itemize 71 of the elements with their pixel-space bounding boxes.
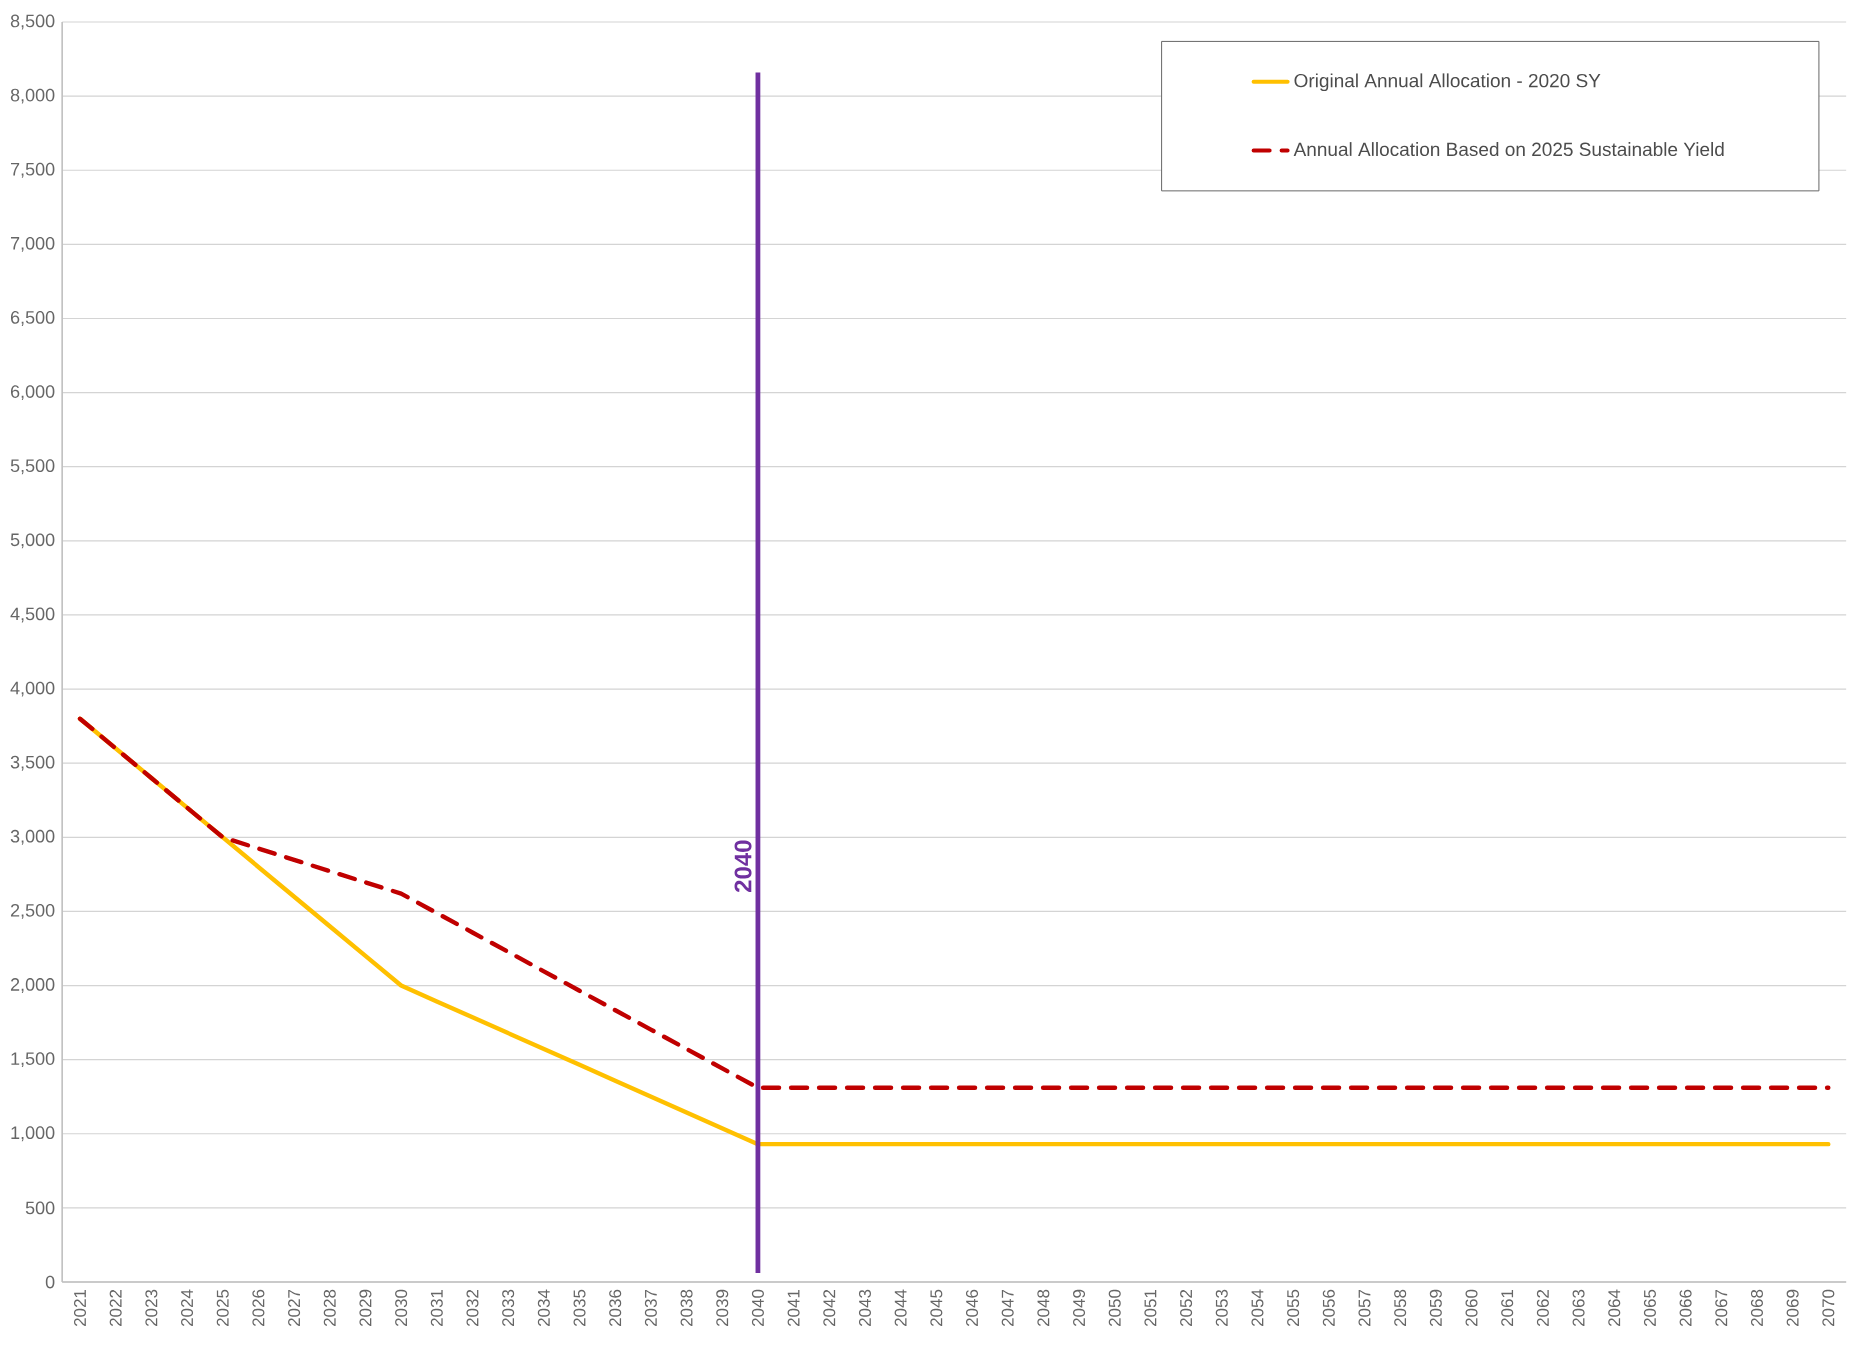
- y-tick-label: 4,500: [10, 607, 55, 623]
- x-tick-label: 2063: [1572, 1289, 1585, 1327]
- x-tick-label: 2038: [680, 1289, 693, 1327]
- x-tick-label: 2040: [751, 1289, 764, 1327]
- x-tick-label: 2069: [1786, 1289, 1799, 1327]
- x-tick-label: 2043: [858, 1289, 871, 1327]
- x-tick-label: 2066: [1679, 1289, 1692, 1327]
- y-tick-label: 1,500: [11, 1052, 55, 1068]
- x-tick-label: 2045: [930, 1289, 943, 1327]
- x-tick-label: 2053: [1215, 1289, 1228, 1327]
- y-tick-label: 6,000: [10, 385, 55, 401]
- x-tick-label: 2036: [609, 1289, 622, 1327]
- x-tick-label: 2030: [395, 1289, 408, 1327]
- x-tick-label: 2068: [1750, 1289, 1763, 1327]
- y-tick-label: 3,000: [10, 829, 55, 845]
- y-tick-label: 5,500: [10, 459, 55, 475]
- y-tick-label: 8,500: [10, 14, 55, 30]
- x-tick-label: 2059: [1429, 1289, 1442, 1327]
- x-tick-label: 2028: [323, 1289, 336, 1327]
- x-tick-label: 2054: [1251, 1289, 1264, 1327]
- y-tick-label: 4,000: [10, 681, 55, 697]
- x-tick-label: 2032: [466, 1289, 479, 1327]
- x-tick-label: 2022: [109, 1289, 122, 1327]
- x-tick-label: 2067: [1715, 1289, 1728, 1327]
- x-tick-label: 2027: [288, 1289, 301, 1327]
- x-tick-label: 2034: [537, 1289, 550, 1327]
- x-tick-label: 2033: [502, 1289, 515, 1327]
- y-tick-label: 6,500: [10, 311, 55, 326]
- x-tick-label: 2050: [1108, 1289, 1121, 1327]
- x-tick-label: 2025: [216, 1289, 229, 1327]
- x-tick-label: 2041: [787, 1289, 800, 1327]
- x-tick-label: 2055: [1287, 1289, 1300, 1327]
- x-tick-label: 2026: [252, 1289, 265, 1327]
- y-tick-label: 2,000: [10, 978, 55, 993]
- x-tick-label: 2035: [573, 1289, 586, 1327]
- y-tick-label: 500: [25, 1201, 55, 1215]
- x-tick-label: 2037: [644, 1289, 657, 1327]
- x-tick-label: 2023: [145, 1289, 158, 1327]
- legend-label: Original Annual Allocation - 2020 SY: [1294, 73, 1601, 92]
- x-tick-label: 2024: [181, 1289, 194, 1327]
- y-tick-label: 7,500: [11, 162, 55, 178]
- x-tick-label: 2056: [1322, 1289, 1335, 1327]
- x-tick-label: 2021: [73, 1289, 87, 1327]
- x-tick-label: 2049: [1073, 1289, 1086, 1327]
- x-tick-label: 2039: [716, 1289, 729, 1327]
- x-tick-label: 2042: [823, 1289, 836, 1327]
- x-tick-label: 2031: [430, 1289, 443, 1327]
- legend-label: Annual Allocation Based on 2025 Sustainable Yield: [1293, 142, 1724, 157]
- x-tick-label: 2061: [1501, 1289, 1514, 1327]
- x-tick-label: 2051: [1144, 1289, 1157, 1327]
- x-tick-label: 2047: [1001, 1289, 1014, 1327]
- x-tick-label: 2060: [1465, 1289, 1478, 1327]
- y-tick-label: 0: [45, 1275, 55, 1289]
- x-tick-label: 2052: [1180, 1289, 1193, 1327]
- x-tick-label: 2065: [1643, 1289, 1656, 1327]
- y-tick-label: 5,000: [10, 533, 55, 549]
- y-tick-label: 3,500: [10, 755, 55, 771]
- y-tick-label: 1,000: [11, 1126, 55, 1142]
- x-tick-label: 2048: [1037, 1289, 1050, 1327]
- x-tick-label: 2058: [1394, 1289, 1407, 1327]
- y-tick-label: 7,000: [11, 236, 55, 252]
- x-tick-label: 2046: [965, 1289, 979, 1327]
- x-tick-label: 2070: [1822, 1289, 1835, 1327]
- x-tick-label: 2029: [359, 1289, 372, 1327]
- x-tick-label: 2062: [1536, 1289, 1549, 1327]
- x-tick-label: 2044: [894, 1289, 907, 1327]
- x-tick-label: 2064: [1608, 1289, 1621, 1327]
- y-tick-label: 2,500: [10, 903, 55, 919]
- x-tick-label: 2057: [1358, 1289, 1371, 1327]
- y-tick-label: 8,000: [10, 88, 55, 104]
- ref-line-label: 2040: [734, 840, 752, 893]
